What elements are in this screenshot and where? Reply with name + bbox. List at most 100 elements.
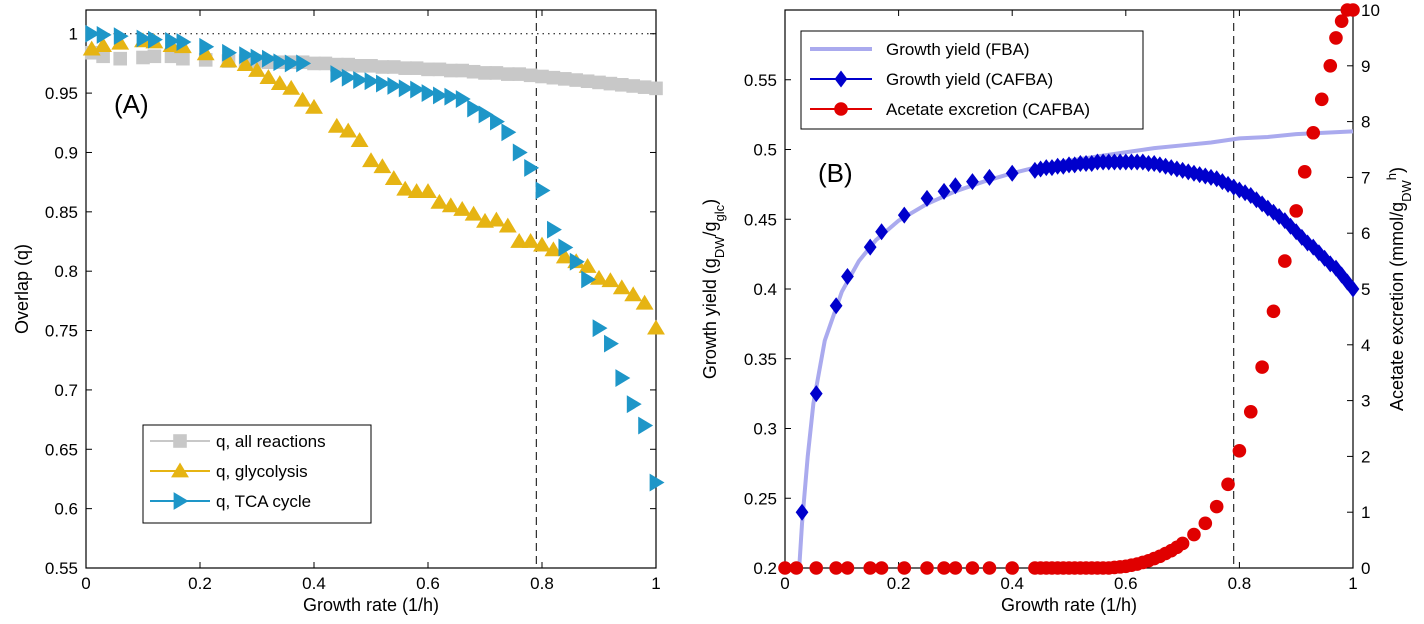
data-point <box>375 60 390 74</box>
data-point <box>219 52 238 68</box>
data-point <box>307 56 321 71</box>
data-point <box>840 561 855 575</box>
data-point <box>176 33 192 51</box>
data-point <box>96 49 110 64</box>
y-tick-label: 1 <box>69 25 78 44</box>
data-point <box>398 61 412 75</box>
data-point <box>897 561 912 575</box>
data-point <box>421 84 437 103</box>
data-point <box>94 37 113 52</box>
data-point <box>421 62 435 77</box>
data-point <box>341 57 355 72</box>
y-left-axis-label: Growth yield (gDW/gglc) <box>700 199 727 379</box>
data-point <box>920 561 934 575</box>
subscript: glc <box>712 204 727 221</box>
y-tick-label: 0.9 <box>54 143 78 162</box>
data-point <box>487 211 506 227</box>
data-point <box>1323 59 1338 73</box>
data-point <box>387 60 401 74</box>
data-point <box>626 79 640 93</box>
y-axis-label: Overlap (q) <box>12 244 32 334</box>
data-point <box>829 297 843 315</box>
data-point <box>795 503 809 521</box>
data-point <box>965 561 980 575</box>
y-left-tick-label: 0.3 <box>753 420 777 439</box>
x-tick-label: 0.4 <box>302 574 326 593</box>
data-point <box>948 561 963 575</box>
data-point <box>467 99 483 118</box>
data-point <box>199 37 215 56</box>
data-point <box>535 69 549 84</box>
label-part: ) <box>1387 167 1407 173</box>
data-point <box>284 54 300 73</box>
data-point <box>863 238 877 256</box>
data-point <box>262 49 277 68</box>
data-point <box>444 87 460 106</box>
data-point <box>176 51 190 66</box>
data-point <box>592 319 608 338</box>
series-triangle-right <box>85 24 665 492</box>
data-point <box>982 561 997 575</box>
data-point <box>464 205 483 221</box>
data-point <box>1306 125 1321 140</box>
y-right-tick-label: 3 <box>1361 392 1370 411</box>
data-point <box>535 181 551 200</box>
x-tick-label: 0.8 <box>530 574 554 593</box>
x-tick-label: 1 <box>1348 574 1357 593</box>
data-point <box>453 200 472 216</box>
y-tick-label: 0.65 <box>45 440 78 459</box>
data-point <box>350 132 369 147</box>
data-point <box>250 48 266 67</box>
y-right-tick-label: 1 <box>1361 503 1370 522</box>
y-tick-label: 0.85 <box>45 203 78 222</box>
y-right-tick-label: 9 <box>1361 57 1370 76</box>
data-point <box>318 56 333 71</box>
data-point <box>248 62 266 77</box>
data-point <box>466 64 481 79</box>
y-left-tick-label: 0.5 <box>753 141 777 160</box>
x-tick-label: 0.4 <box>1000 574 1024 593</box>
x-tick-label: 0.6 <box>1114 574 1138 593</box>
data-point <box>578 257 597 273</box>
y-left-tick-label: 0.2 <box>753 559 777 578</box>
data-point <box>282 79 301 95</box>
data-point <box>455 90 471 108</box>
series-circles-acetate <box>778 3 1360 575</box>
data-point <box>339 122 358 138</box>
legend-marker <box>834 102 848 116</box>
legend-b: Growth yield (FBA) Growth yield (CAFBA) Ac… <box>800 30 1144 130</box>
data-point <box>937 182 951 200</box>
data-point <box>569 73 583 87</box>
y-tick-label: 0.55 <box>45 559 78 578</box>
data-point <box>196 45 215 61</box>
data-point <box>547 220 562 239</box>
data-point <box>1334 14 1349 28</box>
data-point <box>523 68 538 83</box>
data-point <box>96 26 112 44</box>
x-tick-label: 0 <box>81 574 90 593</box>
y-right-axis-label: Acetate excretion (mmol/gDWh) <box>1384 167 1414 411</box>
data-point <box>546 70 561 85</box>
data-point <box>296 54 312 73</box>
data-point <box>875 223 888 241</box>
data-point <box>510 233 529 248</box>
data-point <box>341 68 357 87</box>
x-tick-label: 0.8 <box>1228 574 1252 593</box>
data-point <box>897 206 911 224</box>
label-part: Acetate excretion (mmol/g <box>1387 202 1407 411</box>
data-point <box>270 75 289 90</box>
y-left-tick-label: 0.35 <box>744 350 777 369</box>
y-left-tick-label: 0.45 <box>744 210 777 229</box>
data-point <box>147 49 162 64</box>
data-point <box>521 233 540 248</box>
data-point <box>615 369 631 387</box>
x-tick-label: 0.6 <box>416 574 440 593</box>
panel-a: 0 0.2 0.4 0.6 0.8 1 0.55 0.6 0.65 0.7 0.75 0.8 0.85 0… <box>12 9 665 615</box>
data-point <box>410 80 426 99</box>
data-point <box>273 53 289 72</box>
data-point <box>1329 31 1343 45</box>
data-point <box>581 270 597 289</box>
data-point <box>604 334 619 353</box>
data-point <box>330 65 346 84</box>
legend-label: Acetate excretion (CAFBA) <box>886 100 1090 119</box>
